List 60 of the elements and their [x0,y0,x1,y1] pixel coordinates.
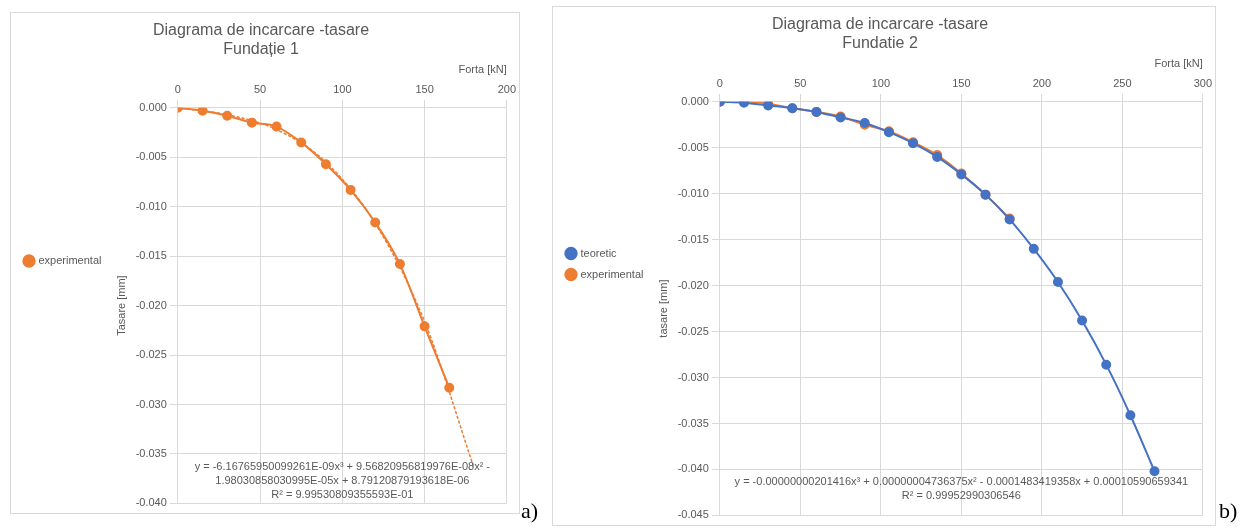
chart-subtitle: Fundație 1 [223,40,299,58]
point [320,159,331,170]
x-tick-label: 300 [1193,77,1212,90]
y-tick-label: -0.030 [135,397,167,410]
point [1028,243,1039,254]
x-tick-label: 150 [415,83,434,96]
x-tick-label: 50 [794,77,807,90]
x-axis-title: Forta [kN] [458,63,507,76]
annotation: y = -0.00000000201416x³ + 0.00000004736375x² - 0.0001483419358x + 0.00010590659341 [734,475,1189,488]
x-tick-label: 150 [952,77,971,90]
chart-title: Diagrama de incarcare -tasare [771,15,989,33]
annotation: R² = 9.99530809355593E-01 [271,487,414,500]
point [345,184,356,195]
x-tick-label: 100 [333,83,352,96]
x-tick-label: 200 [497,83,516,96]
x-axis-title: Forta [kN] [1154,57,1203,70]
y-axis-title: Tasare [mm] [115,275,128,336]
y-tick-label: -0.010 [135,199,167,212]
chart-subtitle: Fundatie 2 [842,34,918,52]
y-tick-label: -0.015 [135,249,167,262]
y-tick-label: -0.010 [677,186,709,199]
point [197,107,208,116]
y-tick-label: -0.040 [135,496,167,509]
point [1125,410,1136,421]
x-tick-label: 50 [253,83,267,96]
y-tick-label: -0.005 [677,140,709,153]
y-tick-label: -0.025 [135,348,167,361]
text: b) [1219,498,1238,524]
x-tick-label: 200 [1032,77,1052,90]
text: a) [521,498,539,524]
legend-label: experimental [38,254,102,267]
y-axis-title: tasare [mm] [657,279,670,338]
y-tick-label: -0.035 [135,446,167,459]
y-tick-label: 0.000 [139,100,167,113]
legend-label: experimental [580,267,644,280]
y-tick-label: -0.020 [135,298,167,311]
y-tick-label: -0.045 [677,508,709,521]
point [1149,466,1160,477]
legend-label: teoretic [580,246,618,259]
x-tick-label: 100 [871,77,891,90]
y-tick-label: -0.025 [677,324,709,337]
x-tick-label: 250 [1113,77,1132,90]
point [1052,276,1063,287]
y-tick-label: -0.020 [677,278,709,291]
annotation: R² = 0.99952990306546 [901,489,1021,502]
annotation: y = -6.16765950099261E-09x³ + 9.56820956819976E-08x² - 1.98030858030995E-05x + 8.79120879193618E-06 [194,459,491,486]
y-tick-label: -0.015 [677,232,709,245]
y-tick-label: -0.030 [677,370,709,383]
y-tick-label: 0.000 [681,94,709,107]
y-tick-label: -0.035 [677,416,709,429]
point [444,382,455,393]
x-tick-label: 0 [716,77,723,90]
point [1101,359,1112,370]
x-tick-label: 0 [174,83,181,96]
point [1077,315,1088,326]
y-tick-label: -0.005 [135,150,167,163]
chart-title: Diagrama de incarcare -tasare [152,21,370,39]
y-tick-label: -0.040 [677,462,709,475]
point [246,117,257,128]
point [394,259,405,270]
